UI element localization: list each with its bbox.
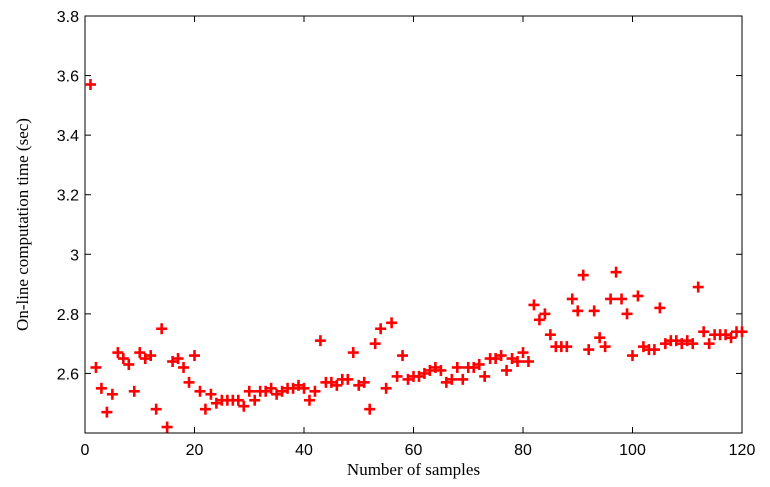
data-point [375, 323, 387, 335]
data-point [112, 347, 124, 359]
data-point [599, 341, 611, 353]
data-point [314, 335, 326, 347]
data-point [199, 403, 211, 415]
data-point [145, 350, 157, 362]
data-point [736, 326, 748, 338]
data-point [101, 406, 113, 418]
data-point [364, 403, 376, 415]
y-tick-label: 3.6 [57, 69, 79, 86]
data-point [156, 323, 168, 335]
data-point [189, 350, 200, 362]
data-point [725, 332, 737, 344]
y-tick-label: 3 [70, 247, 79, 264]
data-point [583, 344, 595, 356]
y-tick-label: 3.4 [57, 128, 79, 145]
data-point [95, 382, 107, 394]
x-tick-label: 0 [81, 442, 90, 459]
data-point [117, 353, 129, 365]
data-point [457, 373, 469, 385]
data-point [446, 373, 458, 385]
data-point [84, 79, 96, 91]
data-point [544, 329, 556, 341]
data-point [539, 308, 551, 320]
data-point [533, 314, 545, 326]
data-point [479, 370, 491, 382]
data-point [501, 364, 513, 376]
y-tick-label: 3.2 [57, 188, 79, 205]
y-tick-label: 2.6 [57, 366, 79, 383]
data-point [588, 305, 600, 317]
data-point [528, 299, 540, 311]
x-tick-label: 20 [186, 442, 204, 459]
data-point [369, 338, 381, 350]
axis-tick-labels: 0 20 40 60 80 100 120 2.6 2.8 3 3.2 3.4 3.6 3.8 [57, 9, 756, 459]
data-point [391, 370, 403, 382]
data-point [397, 350, 409, 362]
data-point [232, 394, 244, 406]
x-axis-label: Number of samples [347, 460, 480, 479]
data-point [616, 293, 628, 305]
data-point [358, 376, 370, 388]
y-tick-label: 2.8 [57, 307, 79, 324]
y-axis-label: On-line computation time (sec) [13, 118, 32, 331]
data-point [572, 305, 584, 317]
data-point [517, 347, 529, 359]
data-point [309, 385, 321, 397]
data-point [303, 394, 315, 406]
data-point [172, 353, 184, 365]
data-point [495, 350, 507, 362]
data-point [703, 338, 715, 350]
data-point [342, 373, 354, 385]
data-point [90, 361, 102, 373]
data-point [451, 361, 463, 373]
data-point [687, 338, 699, 350]
data-point [243, 385, 255, 397]
data-point [128, 385, 140, 397]
data-point [178, 361, 190, 373]
data-point [150, 403, 162, 415]
x-tick-label: 40 [295, 442, 313, 459]
data-point [435, 364, 447, 376]
data-point [577, 269, 589, 281]
data-point [627, 350, 638, 362]
data-point [347, 347, 359, 359]
x-tick-label: 60 [405, 442, 423, 459]
data-markers [84, 79, 748, 433]
data-point [698, 326, 710, 338]
data-point [605, 293, 617, 305]
data-point [654, 302, 666, 314]
x-tick-label: 100 [619, 442, 646, 459]
data-point [106, 388, 118, 400]
data-point [621, 308, 633, 320]
axis-ticks [84, 15, 743, 433]
data-point [610, 266, 622, 278]
data-point [134, 347, 146, 359]
data-point [265, 382, 277, 394]
data-point [692, 281, 704, 293]
data-point [331, 379, 343, 391]
data-point [205, 388, 217, 400]
data-point [512, 356, 524, 368]
x-tick-label: 120 [729, 442, 756, 459]
data-point [161, 421, 173, 433]
y-tick-label: 3.8 [57, 9, 79, 26]
data-point [473, 358, 485, 370]
data-point [380, 382, 392, 394]
data-point [522, 356, 534, 368]
data-point [566, 293, 578, 305]
data-point [632, 290, 644, 302]
data-point [194, 385, 206, 397]
data-point [386, 317, 398, 329]
data-point [648, 344, 660, 356]
x-tick-label: 80 [514, 442, 532, 459]
data-point [594, 332, 606, 344]
data-point [561, 341, 573, 353]
data-point [183, 376, 195, 388]
data-point [238, 400, 250, 412]
data-point [249, 394, 261, 406]
data-point [123, 358, 135, 370]
data-point [298, 382, 310, 394]
